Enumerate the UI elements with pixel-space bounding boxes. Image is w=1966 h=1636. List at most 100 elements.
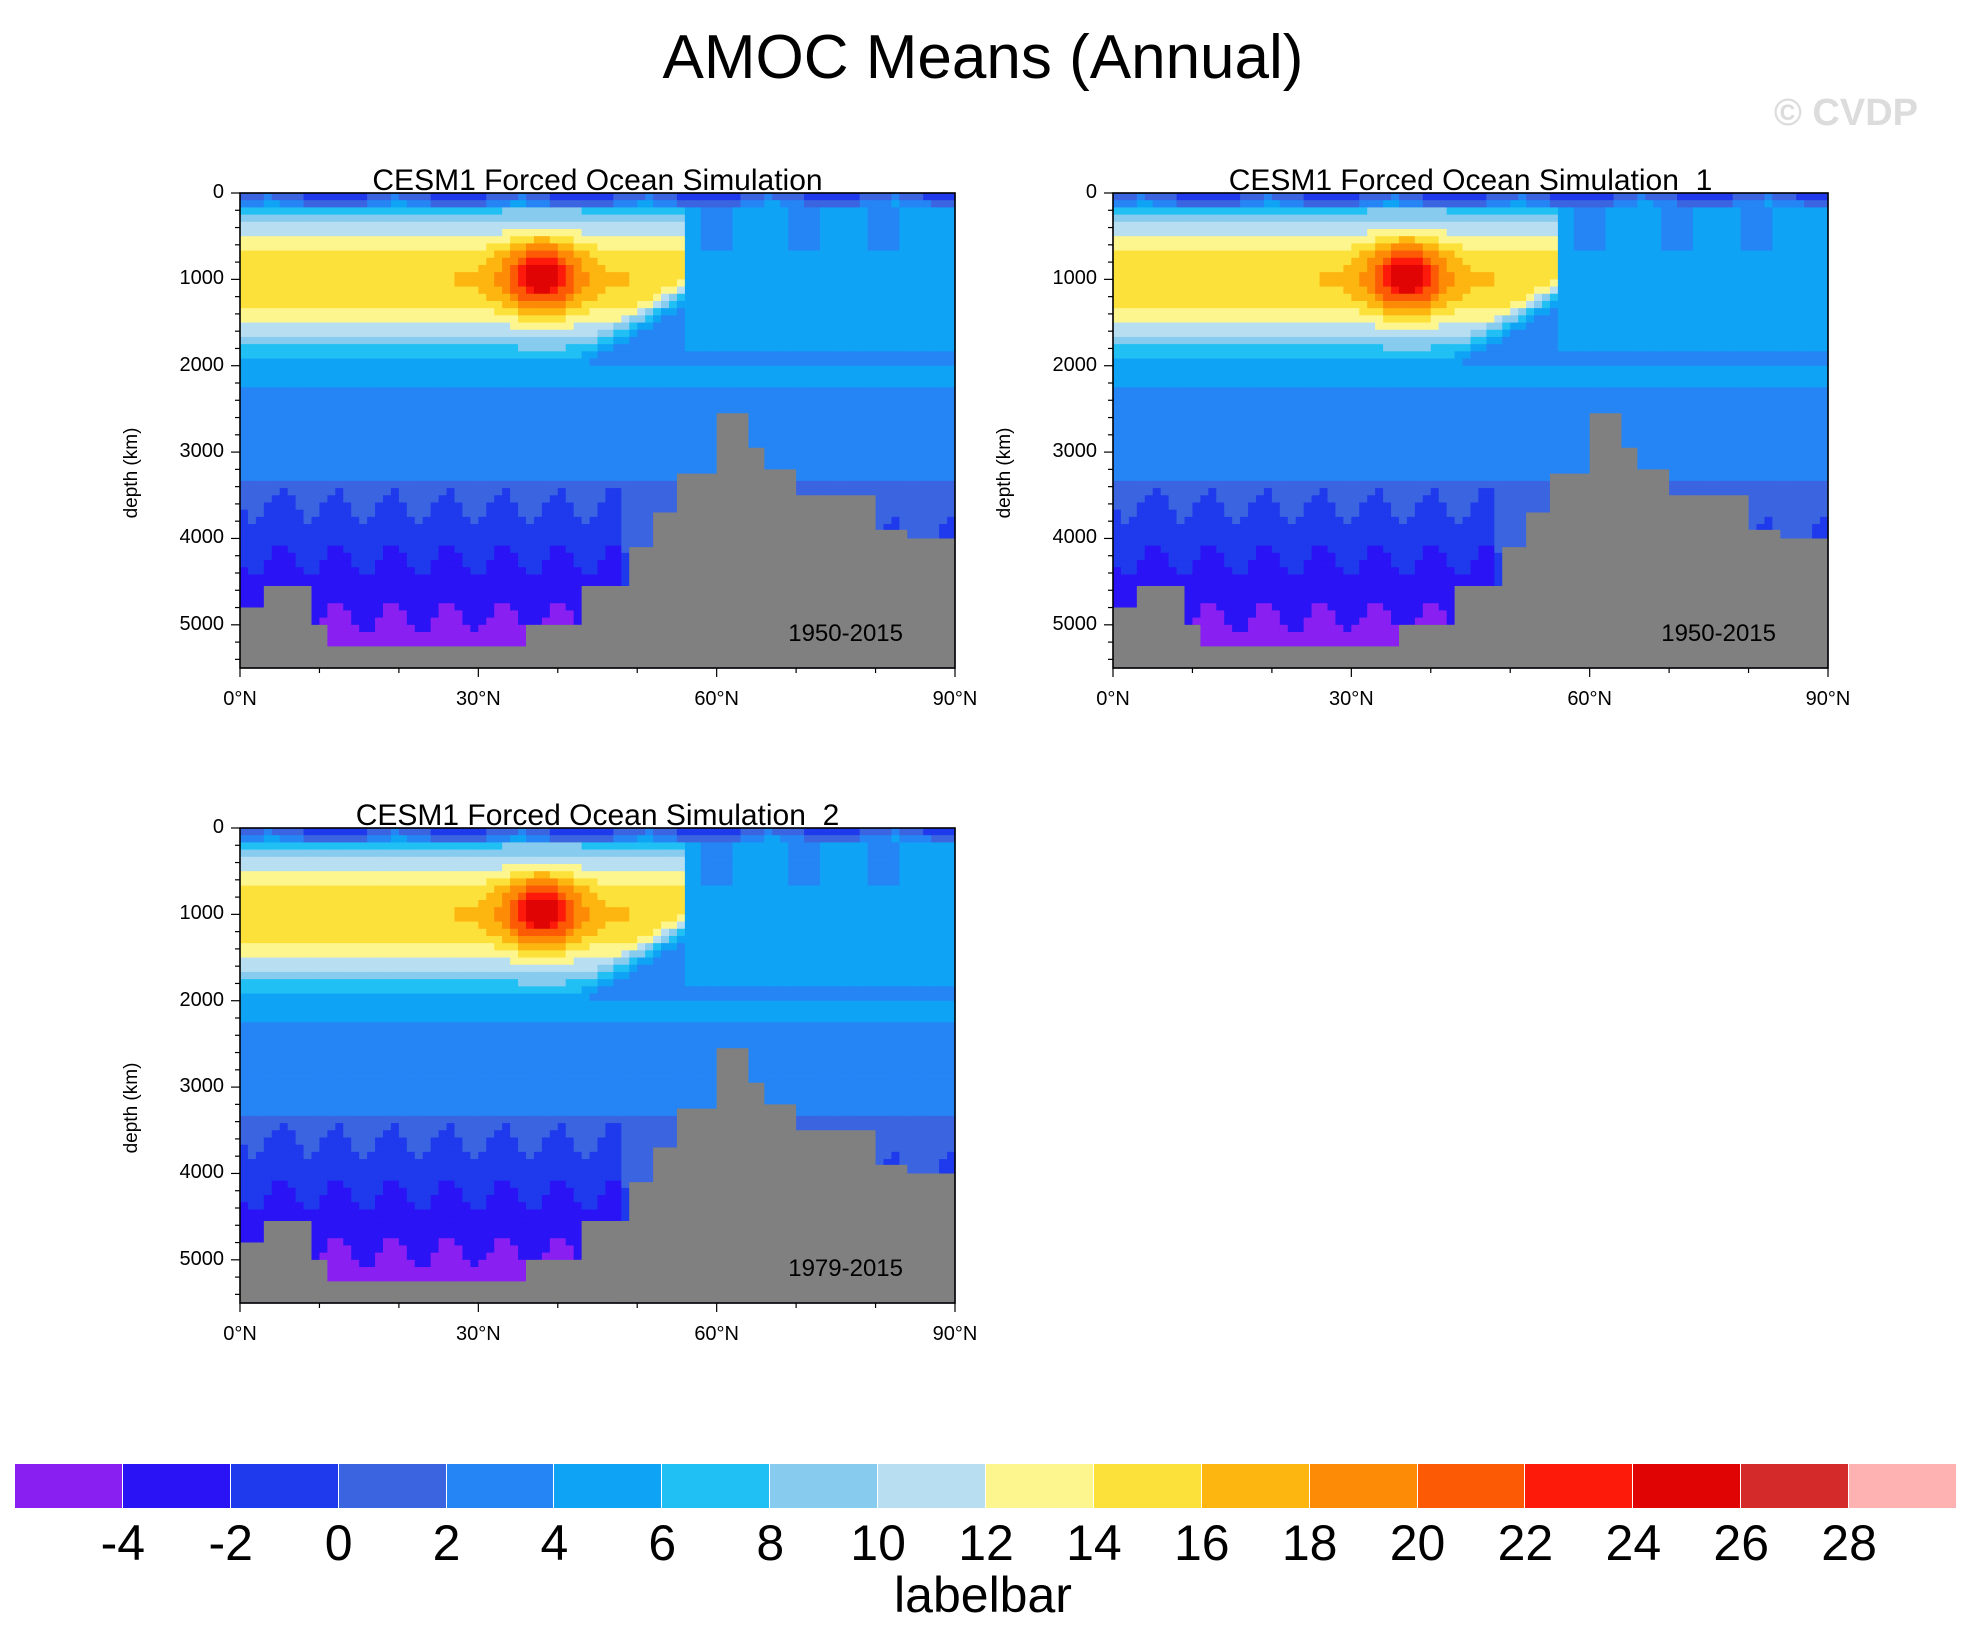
contour-cell	[796, 214, 805, 223]
contour-cell	[414, 365, 424, 374]
contour-cell	[263, 300, 273, 309]
contour-cell	[661, 344, 670, 352]
contour-cell	[581, 214, 591, 223]
contour-cell	[486, 394, 495, 403]
contour-cell	[287, 488, 297, 496]
contour-cell	[494, 286, 503, 295]
contour-cell	[518, 473, 527, 482]
contour-cell	[478, 336, 487, 345]
contour-cell	[645, 336, 654, 345]
contour-cell	[557, 207, 567, 216]
contour-cell	[669, 243, 678, 252]
contour-cell	[597, 300, 607, 309]
contour-cell	[351, 336, 360, 345]
contour-cell	[390, 588, 400, 597]
contour-cell	[478, 279, 487, 288]
contour-cell	[605, 574, 614, 583]
contour-cell	[772, 444, 781, 453]
contour-cell	[637, 473, 646, 482]
contour-cell	[637, 221, 646, 230]
contour-cell	[383, 401, 392, 410]
contour-cell	[621, 387, 630, 396]
contour-cell	[263, 444, 273, 453]
contour-cell	[255, 387, 265, 396]
contour-cell	[478, 545, 487, 554]
contour-cell	[414, 444, 424, 453]
contour-cell	[629, 430, 638, 439]
contour-cell	[295, 236, 305, 244]
contour-cell	[430, 322, 440, 331]
contour-cell	[605, 207, 614, 216]
contour-cell	[510, 596, 519, 604]
contour-cell	[319, 380, 328, 388]
contour-cell	[446, 466, 456, 475]
contour-cell	[724, 408, 734, 417]
contour-cell	[661, 315, 670, 324]
contour-cell	[621, 322, 630, 331]
contour-cell	[526, 531, 535, 540]
contour-cell	[827, 344, 837, 352]
contour-cell	[486, 617, 495, 626]
contour-cell	[653, 372, 662, 381]
contour-cell	[470, 387, 479, 396]
contour-cell	[383, 423, 392, 432]
contour-cell	[263, 380, 273, 388]
contour-cell	[406, 358, 416, 367]
contour-cell	[446, 624, 456, 633]
contour-cell	[470, 193, 479, 201]
contour-cell	[406, 387, 416, 396]
contour-cell	[470, 300, 479, 309]
contour-cell	[240, 344, 249, 352]
contour-cell	[478, 358, 487, 367]
contour-cell	[367, 473, 376, 482]
contour-cell	[359, 250, 368, 259]
contour-cell	[359, 603, 368, 612]
contour-cell	[398, 387, 408, 396]
contour-cell	[359, 502, 368, 511]
contour-cell	[279, 567, 289, 576]
contour-cell	[605, 257, 614, 266]
contour-cell	[255, 524, 265, 532]
contour-cell	[494, 416, 503, 424]
contour-cell	[414, 300, 424, 309]
contour-cell	[295, 437, 305, 446]
contour-cell	[708, 243, 718, 252]
contour-cell	[637, 509, 646, 518]
contour-cell	[756, 372, 765, 381]
contour-cell	[311, 322, 321, 331]
contour-cell	[470, 444, 479, 453]
contour-cell	[772, 300, 781, 309]
contour-cell	[390, 264, 400, 273]
contour-cell	[748, 423, 757, 432]
contour-cell	[796, 336, 805, 345]
contour-cell	[502, 581, 511, 590]
contour-cell	[486, 480, 495, 489]
contour-cell	[549, 516, 559, 525]
contour-cell	[327, 466, 336, 475]
figure-title: AMOC Means (Annual)	[662, 23, 1304, 92]
contour-cell	[414, 200, 424, 208]
contour-cell	[295, 336, 305, 345]
contour-cell	[637, 336, 646, 345]
contour-cell	[295, 365, 305, 374]
contour-cell	[812, 444, 821, 453]
contour-cell	[311, 596, 321, 604]
contour-cell	[740, 344, 750, 352]
contour-cell	[541, 459, 551, 468]
contour-cell	[605, 437, 614, 446]
contour-cell	[414, 228, 424, 237]
contour-cell	[279, 380, 289, 388]
contour-cell	[533, 322, 543, 331]
contour-cell	[255, 567, 265, 576]
contour-cell	[533, 243, 543, 252]
contour-cell	[335, 394, 344, 403]
contour-cell	[692, 243, 702, 252]
contour-cell	[573, 387, 583, 396]
contour-cell	[351, 632, 360, 640]
contour-cell	[494, 473, 503, 482]
contour-cell	[756, 416, 765, 424]
contour-cell	[835, 250, 845, 259]
contour-cell	[557, 488, 567, 496]
contour-cell	[462, 552, 471, 561]
contour-cell	[621, 344, 630, 352]
